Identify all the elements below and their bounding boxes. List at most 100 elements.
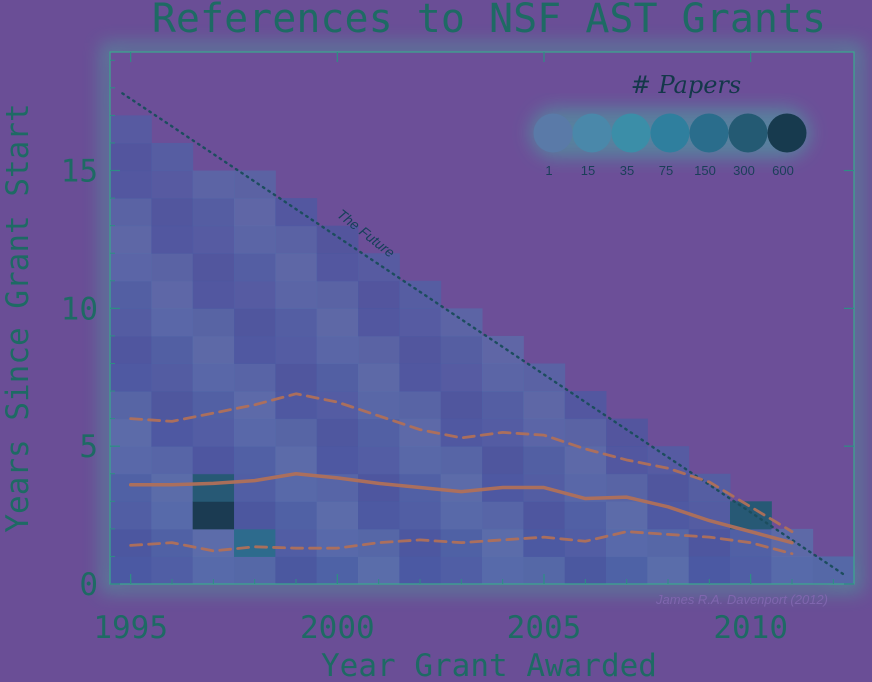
y-tick-label: 15 [61, 154, 98, 190]
heatmap-cell [151, 446, 194, 475]
heatmap-cell [151, 501, 194, 530]
chart-title: References to NSF AST Grants [152, 0, 826, 42]
legend-circle [728, 113, 768, 153]
heatmap-cell [110, 363, 152, 392]
legend-label: 300 [733, 163, 755, 178]
heatmap-cell [440, 391, 483, 420]
reference-line [121, 92, 847, 577]
x-tick-label: 2000 [300, 610, 375, 646]
heatmap-cell [110, 225, 152, 254]
heatmap-cell [110, 501, 152, 530]
heatmap-cell [192, 528, 235, 557]
heatmap-cell [523, 501, 566, 530]
quantile-line [129, 392, 794, 534]
heatmap-cell [110, 198, 152, 227]
heatmap-cell [482, 528, 524, 557]
heatmap-cell [234, 335, 276, 364]
heatmap-cell [358, 501, 400, 530]
heatmap-cell [110, 170, 152, 199]
y-tick-label: 0 [79, 567, 98, 603]
plot-frame-glow [101, 43, 863, 593]
heatmap-cell [440, 473, 483, 502]
heatmap-cell [110, 280, 152, 309]
heatmap-cell [358, 528, 400, 557]
heatmap-cell [316, 225, 359, 254]
heatmap-cell [275, 308, 318, 337]
heatmap-cell [358, 418, 400, 447]
heatmap-cell [110, 253, 152, 282]
heatmap-cell [275, 335, 318, 364]
x-tick-label: 2010 [713, 610, 788, 646]
heatmap-cell [192, 501, 235, 530]
heatmap-cell [275, 528, 318, 557]
heatmap-cell [399, 280, 442, 309]
heatmap-cell [730, 501, 772, 530]
heatmap-cell [192, 170, 235, 199]
heatmap-cell [275, 418, 318, 447]
heatmap-cell [564, 418, 607, 447]
legend-label: 75 [659, 163, 673, 178]
heatmap-cell [440, 335, 483, 364]
heatmap-cell [523, 391, 566, 420]
heatmap-cell [316, 528, 359, 557]
heatmap-cell [399, 501, 442, 530]
heatmap-cell [275, 473, 318, 502]
x-tick-label: 1995 [93, 610, 168, 646]
heatmap-cell [151, 335, 194, 364]
heatmap-cell [316, 363, 359, 392]
heatmap-cell [316, 418, 359, 447]
heatmap-cell [316, 308, 359, 337]
plot-frame [109, 51, 855, 585]
heatmap-cell [234, 253, 276, 282]
series-lines [128, 392, 794, 556]
y-axis-label: Years Since Grant Start [0, 103, 36, 532]
legend-items: 1 15 35 75 150 300 600 [530, 108, 810, 178]
heatmap-cell [234, 418, 276, 447]
heatmap-cell [358, 253, 400, 282]
legend-label: 600 [772, 163, 794, 178]
heatmap-cell [151, 308, 194, 337]
heatmap-cell [275, 198, 318, 227]
legend-circle [533, 113, 573, 153]
heatmap-cell [399, 446, 442, 475]
heatmap-cell [151, 418, 194, 447]
heatmap-cell [192, 391, 235, 420]
legend-label: 1 [545, 163, 552, 178]
heatmap-cell [151, 363, 194, 392]
heatmap-cell [606, 501, 648, 530]
legend-circle [650, 113, 690, 153]
heatmap-cell [482, 391, 524, 420]
axis-ticks [110, 52, 854, 585]
x-axis-label: Year Grant Awarded [321, 648, 657, 682]
heatmap-cell [564, 528, 607, 557]
heatmap-cell [358, 446, 400, 475]
heatmap-cell [316, 391, 359, 420]
heatmap-cell [482, 363, 524, 392]
heatmap-cell [192, 418, 235, 447]
heatmap-cell [192, 335, 235, 364]
heatmap-cell [151, 142, 194, 172]
heatmap-cell [151, 253, 194, 282]
heatmap-cell [192, 446, 235, 475]
heatmap-cell [564, 501, 607, 530]
heatmap-cell [110, 308, 152, 337]
heatmap-cell [523, 446, 566, 475]
heatmap-cell [110, 335, 152, 364]
heatmap-cell [110, 418, 152, 447]
heatmap-cell [647, 473, 690, 502]
heatmap-cell [234, 225, 276, 254]
heatmap-cell [647, 446, 690, 475]
heatmap-cell [110, 391, 152, 420]
heatmap-cell [275, 253, 318, 282]
heatmap-cell [275, 501, 318, 530]
heatmap-cell [110, 446, 152, 475]
y-tick-label: 5 [79, 429, 98, 465]
heatmap-cell [275, 363, 318, 392]
legend-label: 150 [694, 163, 716, 178]
heatmap-cell [482, 335, 524, 364]
heatmap-cell [316, 280, 359, 309]
heatmap-cell [399, 308, 442, 337]
credit-text: James R.A. Davenport (2012) [655, 592, 828, 607]
heatmap-cell [192, 363, 235, 392]
legend-circle [689, 113, 729, 153]
